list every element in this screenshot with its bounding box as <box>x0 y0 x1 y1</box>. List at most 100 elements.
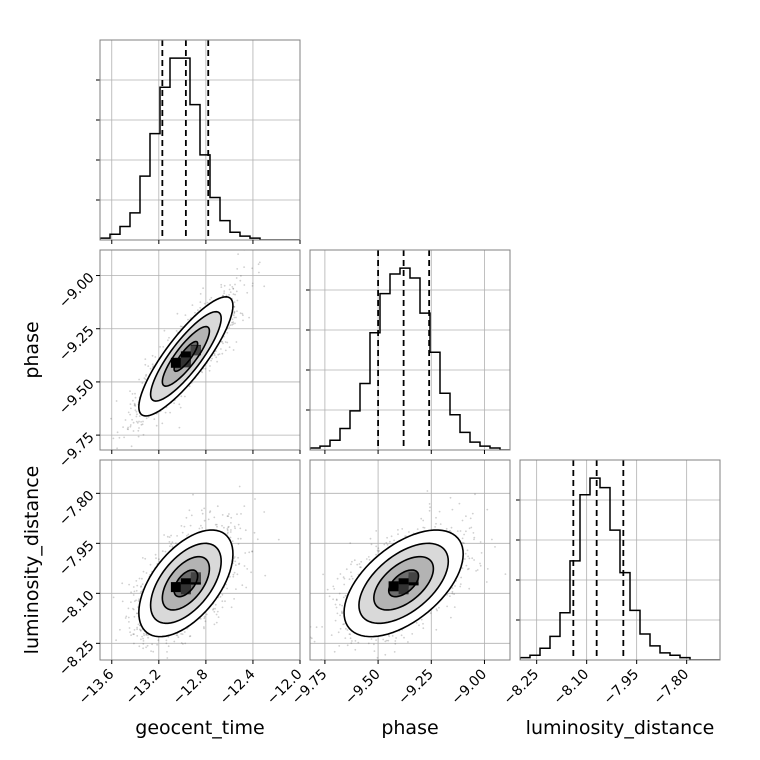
scatter-point <box>137 623 140 626</box>
scatter-point <box>234 322 236 325</box>
scatter-point <box>134 409 137 411</box>
scatter-point <box>188 635 191 638</box>
scatter-point <box>263 285 266 288</box>
scatter-point <box>170 534 173 537</box>
scatter-point <box>232 323 235 325</box>
scatter-point <box>227 515 230 517</box>
scatter-point <box>466 568 469 571</box>
scatter-point <box>141 423 144 426</box>
scatter-point <box>345 627 347 630</box>
histogram-line-phase <box>310 267 510 450</box>
scatter-point <box>339 573 342 575</box>
scatter-point <box>429 506 431 509</box>
scatter-point <box>227 531 229 534</box>
scatter-point <box>243 266 246 268</box>
scatter-point <box>241 312 244 315</box>
scatter-point <box>411 633 414 635</box>
scatter-point <box>215 621 218 624</box>
scatter-point <box>339 627 342 630</box>
scatter-point <box>397 529 399 531</box>
scatter-point <box>233 598 236 600</box>
scatter-point <box>354 640 357 642</box>
scatter-point <box>110 417 112 420</box>
scatter-point <box>176 535 179 537</box>
scatter-point <box>438 510 441 513</box>
x-tick-label-luminosity_distance: −8.25 <box>501 666 543 708</box>
scatter-point <box>132 633 135 636</box>
scatter-point <box>215 613 218 616</box>
scatter-point <box>140 638 142 641</box>
scatter-point <box>138 420 140 423</box>
scatter-point <box>190 514 193 517</box>
scatter-point <box>251 282 254 285</box>
scatter-point <box>479 564 482 567</box>
scatter-point <box>386 543 389 546</box>
scatter-point <box>112 596 115 599</box>
contour-line-1 <box>373 555 435 611</box>
scatter-point <box>243 565 246 567</box>
scatter-point <box>464 552 467 555</box>
scatter-point <box>464 558 466 560</box>
scatter-point <box>185 516 188 519</box>
scatter-point <box>332 585 335 588</box>
scatter-point <box>333 588 336 590</box>
scatter-point <box>346 629 349 631</box>
contour-line-3 <box>138 296 234 417</box>
scatter-point <box>203 626 205 628</box>
scatter-point <box>183 631 186 633</box>
scatter-point <box>236 573 239 576</box>
scatter-point <box>220 283 223 286</box>
scatter-point <box>473 559 475 561</box>
scatter-point <box>228 293 231 296</box>
scatter-point <box>181 633 184 635</box>
scatter-point <box>217 616 220 618</box>
scatter-point <box>127 426 129 429</box>
scatter-point <box>328 595 331 598</box>
scatter-point <box>144 358 147 360</box>
scatter-point <box>435 608 438 610</box>
scatter-point <box>134 403 136 406</box>
scatter-point <box>351 577 354 580</box>
scatter-point <box>210 296 213 299</box>
scatter-point <box>350 575 353 578</box>
scatter-point <box>129 425 132 428</box>
scatter-point <box>153 418 156 420</box>
scatter-point <box>163 329 166 332</box>
scatter-point <box>186 534 188 537</box>
scatter-point <box>141 583 144 586</box>
scatter-point <box>144 668 146 670</box>
scatter-point <box>373 643 375 646</box>
density-peak-block <box>408 572 419 583</box>
scatter-point <box>351 640 353 642</box>
scatter-point <box>147 634 149 637</box>
contour-line-0 <box>173 340 199 373</box>
scatter-point <box>203 617 206 620</box>
scatter-point <box>130 601 132 604</box>
scatter-point <box>242 319 244 322</box>
scatter-point <box>199 301 202 303</box>
scatter-point <box>377 547 380 550</box>
scatter-point <box>127 607 130 610</box>
scatter-point <box>461 567 464 570</box>
scatter-point <box>140 586 142 588</box>
scatter-point <box>244 552 247 554</box>
scatter-point <box>367 556 370 558</box>
scatter-point <box>164 550 167 553</box>
scatter-point <box>385 541 388 544</box>
scatter-point <box>202 287 205 290</box>
scatter-point <box>130 634 133 637</box>
density-peak-block <box>180 357 191 368</box>
x-tick-label-luminosity_distance: −7.95 <box>601 666 643 708</box>
scatter-point <box>112 437 115 440</box>
scatter-point <box>451 592 454 595</box>
scatter-point <box>178 403 181 406</box>
scatter-point <box>429 612 432 615</box>
scatter-point <box>475 570 477 572</box>
scatter-point <box>389 540 391 543</box>
scatter-point <box>422 627 425 630</box>
scatter-point <box>451 587 454 589</box>
scatter-point <box>232 314 235 317</box>
scatter-point <box>233 316 236 319</box>
scatter-point <box>115 400 118 402</box>
scatter-point <box>143 634 146 637</box>
